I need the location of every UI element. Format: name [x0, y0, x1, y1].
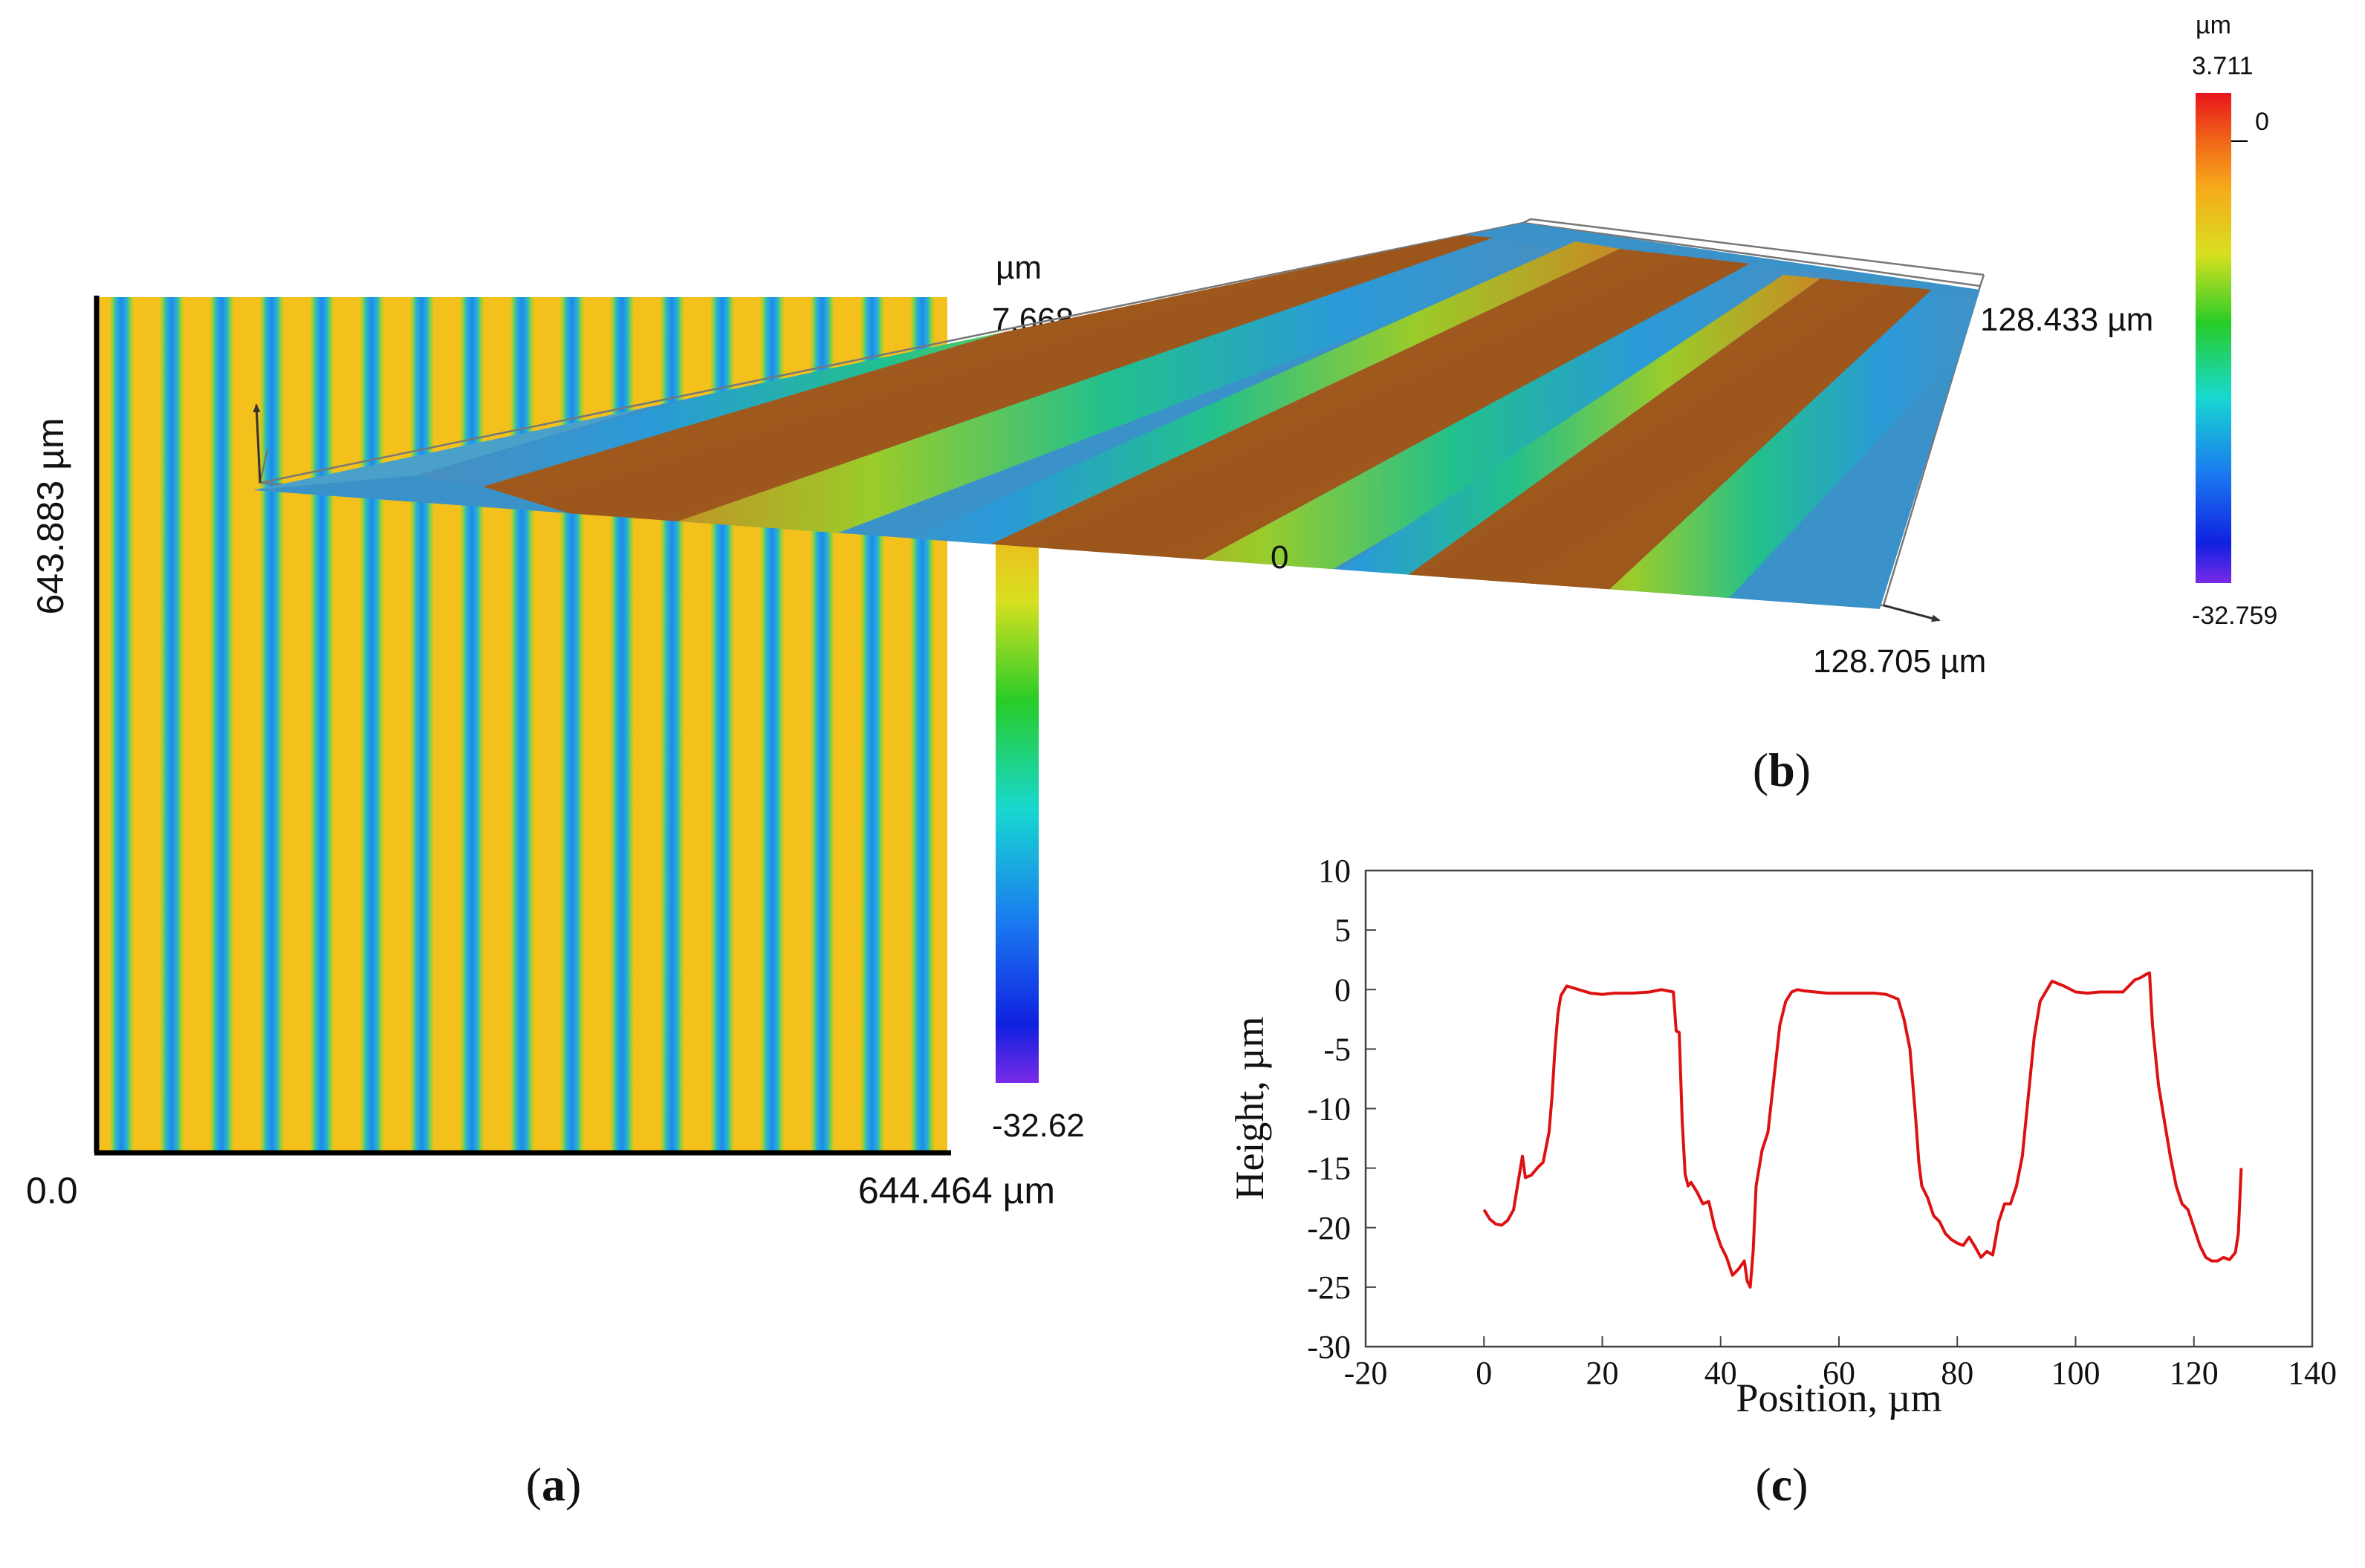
- colorbar-gradient-b: [2196, 93, 2231, 583]
- origin-label-b: 0: [1271, 539, 1288, 576]
- x-tick-label: 0: [1476, 1355, 1492, 1391]
- stripe: [302, 297, 341, 1151]
- stripe: [152, 297, 191, 1151]
- panel-label-b: (b): [1753, 744, 1811, 796]
- profile-line: [1482, 971, 2243, 1289]
- y-axis-label-c: Height, µm: [1227, 1016, 1272, 1200]
- panel-c: -20 0 20 40 60 80 100 120 140 10 5 0 -5 -10 -15 -20 -25 -…: [1227, 853, 2337, 1511]
- axis-x-arrow-b: [1883, 604, 1941, 622]
- tick-group-c: [1365, 870, 2313, 1347]
- stripe: [253, 297, 291, 1151]
- x-axis-label-c: Position, µm: [1736, 1376, 1941, 1420]
- panel-label-a: (a): [526, 1458, 582, 1511]
- y-tick-label: 10: [1318, 853, 1351, 889]
- colorbar-unit-a: µm: [996, 250, 1042, 286]
- y-tick-label: -20: [1307, 1210, 1351, 1246]
- x-tick-label: 60: [1823, 1355, 1855, 1391]
- y-tick-label: -25: [1307, 1269, 1351, 1306]
- panel-label-c: (c): [1755, 1458, 1808, 1511]
- stripe: [202, 297, 241, 1151]
- colorbar-max-b: 3.711: [2192, 52, 2254, 80]
- x-axis-label-a: 644.464 µm: [858, 1170, 1055, 1211]
- stripe: [103, 297, 141, 1151]
- stripe: [403, 297, 441, 1151]
- colorbar-b: µm 3.711 0 -32.759: [2192, 11, 2277, 630]
- colorbar-min-b: -32.759: [2192, 602, 2277, 630]
- colorbar-zero-b: 0: [2255, 108, 2269, 136]
- x-tick-label: 40: [1704, 1355, 1737, 1391]
- ridge-1: [483, 227, 1493, 535]
- x-axis-label-b: 128.705 µm: [1813, 643, 1986, 680]
- x-tick-label: 20: [1586, 1355, 1619, 1391]
- axis-z-arrow-b: [253, 403, 262, 484]
- y-tick-label: -30: [1307, 1329, 1351, 1365]
- y-axis-label-b: 128.433 µm: [1980, 302, 2153, 338]
- y-tick-label: -5: [1323, 1031, 1351, 1067]
- x-tick-label: 80: [1941, 1355, 1973, 1391]
- y-tick-label: 5: [1334, 912, 1351, 949]
- colorbar-unit-b: µm: [2196, 11, 2231, 39]
- x-tick-label: 140: [2288, 1355, 2337, 1391]
- y-tick-label: -10: [1307, 1091, 1351, 1128]
- y-axis-label-a: 643.883 µm: [30, 417, 71, 614]
- stripe: [352, 297, 392, 1151]
- y-tick-label: 0: [1334, 972, 1351, 1008]
- x-tick-label: -20: [1344, 1355, 1388, 1391]
- tick-labels-c: -20 0 20 40 60 80 100 120 140 10 5 0 -5 -10 -15 -20 -25 -…: [1307, 853, 2337, 1391]
- colorbar-min-a: -32.62: [992, 1107, 1085, 1144]
- x-origin-label-a: 0.0: [26, 1170, 78, 1211]
- plot-frame-c: [1364, 869, 2314, 1348]
- ridge-2: [884, 249, 1750, 609]
- y-tick-label: -15: [1307, 1151, 1351, 1187]
- stripe: [452, 297, 491, 1151]
- x-tick-label: 120: [2170, 1355, 2219, 1391]
- x-tick-label: 100: [2051, 1355, 2100, 1391]
